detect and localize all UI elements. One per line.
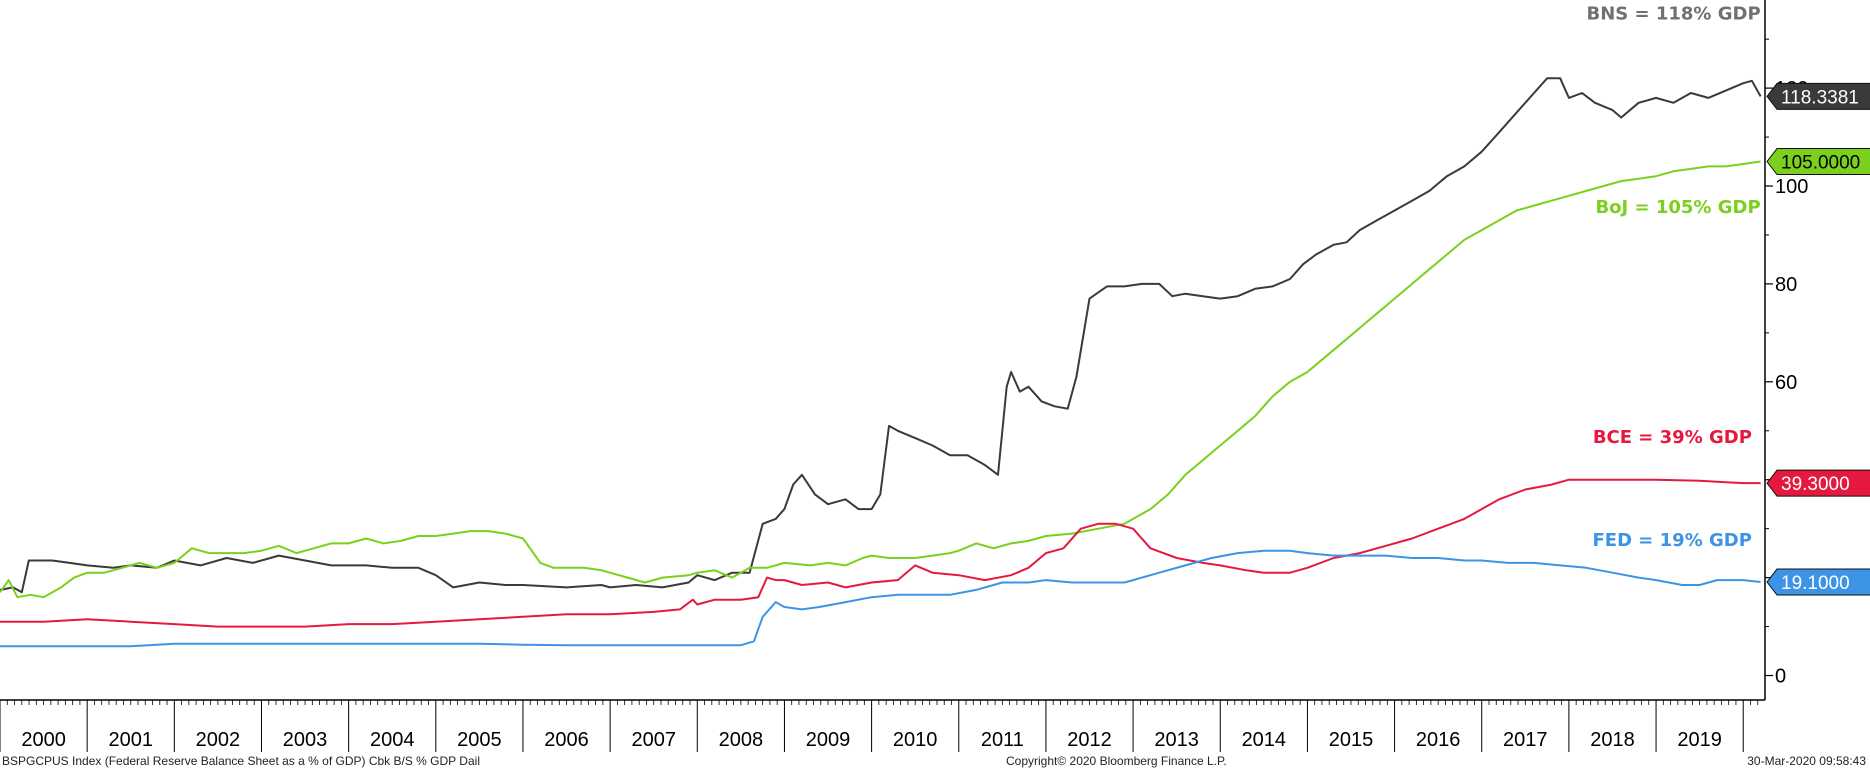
x-tick-label: 2005 <box>457 729 502 751</box>
y-tick-label: 100 <box>1775 176 1808 198</box>
annotation-label: BCE = 39% GDP <box>1593 427 1752 448</box>
x-tick-label: 2011 <box>981 729 1024 751</box>
annotation-label: BoJ = 105% GDP <box>1595 197 1760 218</box>
last-value-label: 105.0000 <box>1781 153 1860 174</box>
y-tick-label: 80 <box>1775 274 1797 296</box>
x-tick-label: 2010 <box>893 729 938 751</box>
last-value-tag-bns <box>1766 82 1870 110</box>
last-value-tag-boj <box>1766 148 1870 176</box>
x-tick-label: 2017 <box>1503 729 1548 751</box>
x-tick-label: 2006 <box>544 729 589 751</box>
last-value-tags: 118.3381 105.0000 39.3000 19.1000 <box>1766 82 1870 596</box>
series-layer <box>0 77 1762 648</box>
x-tick-label: 2015 <box>1329 729 1374 751</box>
last-value-label: 39.3000 <box>1781 474 1850 495</box>
series-line-bce <box>0 478 1761 628</box>
series-line-boj <box>0 160 1761 599</box>
y-tick-label: 0 <box>1775 666 1786 688</box>
x-tick-label: 2019 <box>1677 729 1722 751</box>
x-tick-label: 2007 <box>631 729 676 751</box>
y-tick-label: 60 <box>1775 372 1797 394</box>
last-value-tag-fed <box>1766 568 1870 596</box>
last-value-label: 118.3381 <box>1781 87 1859 108</box>
footer: BSPGCPUS Index (Federal Reserve Balance … <box>2 754 1866 768</box>
x-tick-label: 2001 <box>108 729 153 751</box>
last-value-label: 19.1000 <box>1781 573 1850 594</box>
x-tick-label: 2003 <box>283 729 328 751</box>
x-tick-label: 2008 <box>719 729 764 751</box>
x-axis: 2000 2001 2002 2003 2004 2005 2006 2007 2008 2009… <box>0 700 1759 752</box>
footer-copyright: Copyright© 2020 Bloomberg Finance L.P. <box>1006 754 1227 768</box>
x-tick-label: 2013 <box>1154 729 1199 751</box>
x-tick-label: 2009 <box>806 729 851 751</box>
x-tick-label: 2014 <box>1242 729 1287 751</box>
plot-frame <box>0 0 1766 701</box>
x-tick-label: 2016 <box>1416 729 1461 751</box>
last-value-tag-bce <box>1766 469 1870 497</box>
annotation-layer: BNS = 118% GDP BoJ = 105% GDP BCE = 39% GD… <box>1586 4 1760 551</box>
x-tick-label: 2004 <box>370 729 415 751</box>
series-line-fed <box>0 549 1761 648</box>
x-tick-label: 2018 <box>1590 729 1635 751</box>
footer-source: BSPGCPUS Index (Federal Reserve Balance … <box>2 754 480 768</box>
series-line-bns <box>0 77 1762 594</box>
footer-timestamp: 30-Mar-2020 09:58:43 <box>1747 754 1866 768</box>
annotation-label: BNS = 118% GDP <box>1586 4 1760 25</box>
x-tick-label: 2002 <box>196 729 241 751</box>
x-tick-label: 2012 <box>1067 729 1112 751</box>
annotation-label: FED = 19% GDP <box>1593 530 1752 551</box>
x-tick-label: 2000 <box>21 729 66 751</box>
